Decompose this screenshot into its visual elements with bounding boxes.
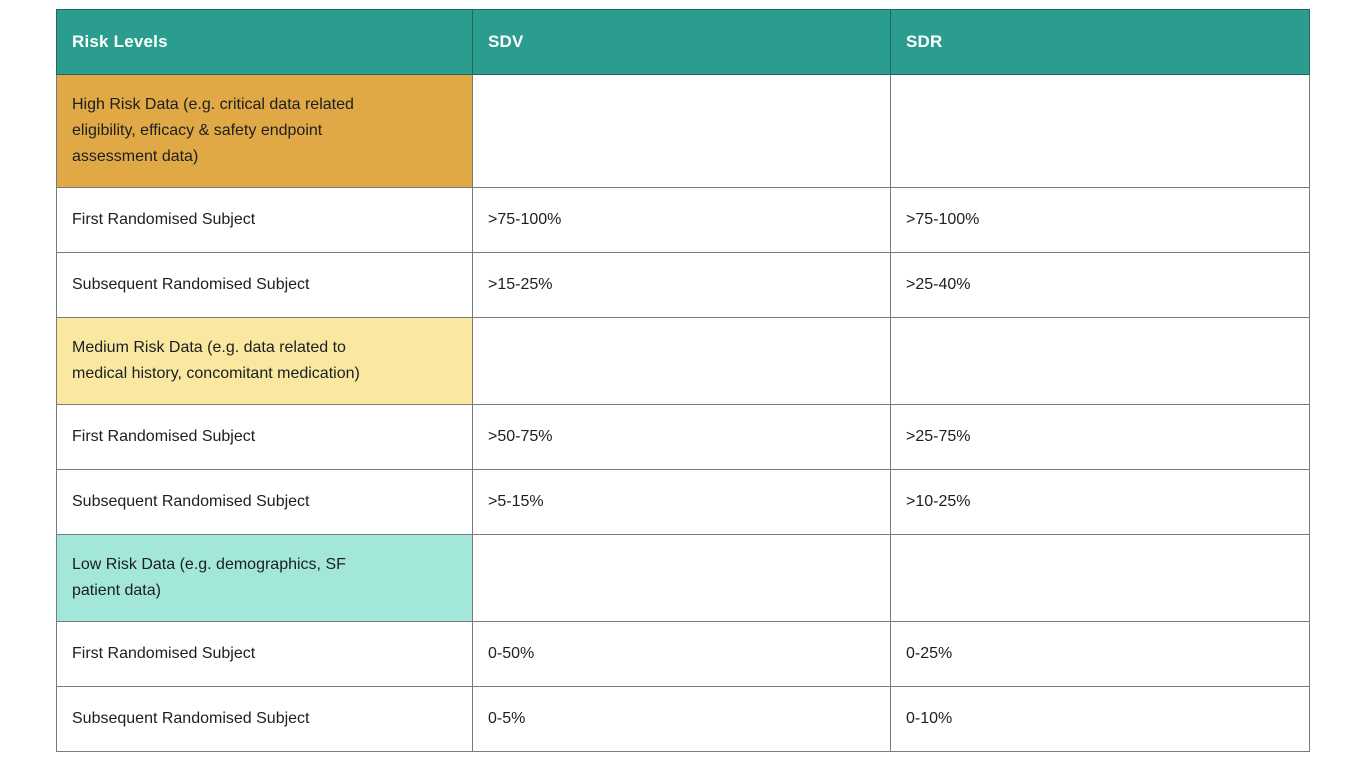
row-label-cell: Subsequent Randomised Subject: [56, 469, 473, 535]
risk-levels-table: Risk Levels SDV SDR High Risk Data (e.g. c…: [56, 9, 1310, 752]
sdv-value-cell: [472, 317, 891, 405]
cell-text: First Randomised Subject: [72, 428, 256, 445]
category-row: Medium Risk Data (e.g. data related to m…: [56, 317, 1310, 405]
sdv-value-cell: >5-15%: [472, 469, 891, 535]
sdr-value-cell: >75-100%: [890, 187, 1310, 253]
row-label-cell: Medium Risk Data (e.g. data related to m…: [56, 317, 473, 405]
cell-text: Subsequent Randomised Subject: [72, 710, 310, 727]
row-label-cell: First Randomised Subject: [56, 187, 473, 253]
table-row: Subsequent Randomised Subject >5-15% >10-2…: [56, 469, 1310, 535]
header-row: Risk Levels SDV SDR: [56, 9, 1310, 75]
sdv-value-cell: [472, 534, 891, 622]
cell-text: Subsequent Randomised Subject: [72, 493, 310, 510]
sdr-value-cell: [890, 74, 1310, 188]
sdr-value-cell: >25-75%: [890, 404, 1310, 470]
cell-text: High Risk Data (e.g. critical data relat…: [72, 96, 354, 165]
row-label-cell: High Risk Data (e.g. critical data relat…: [56, 74, 473, 188]
category-row: High Risk Data (e.g. critical data relat…: [56, 74, 1310, 188]
sdr-value-cell: >10-25%: [890, 469, 1310, 535]
table-row: Subsequent Randomised Subject >15-25% >25-…: [56, 252, 1310, 318]
table-row: First Randomised Subject >50-75% >25-75%: [56, 404, 1310, 470]
table-row: First Randomised Subject >75-100% >75-100%: [56, 187, 1310, 253]
row-label-cell: Subsequent Randomised Subject: [56, 252, 473, 318]
sdr-value-cell: 0-10%: [890, 686, 1310, 752]
sdr-value-cell: [890, 534, 1310, 622]
sdv-value-cell: [472, 74, 891, 188]
sdv-value-cell: >75-100%: [472, 187, 891, 253]
column-header-risk-levels: Risk Levels: [56, 9, 473, 75]
row-label-cell: Low Risk Data (e.g. demographics, SF pat…: [56, 534, 473, 622]
sdv-value-cell: 0-50%: [472, 621, 891, 687]
cell-text: Subsequent Randomised Subject: [72, 276, 310, 293]
cell-text: Medium Risk Data (e.g. data related to m…: [72, 339, 360, 382]
table-row: Subsequent Randomised Subject 0-5% 0-10%: [56, 686, 1310, 752]
sdr-value-cell: >25-40%: [890, 252, 1310, 318]
sdv-value-cell: 0-5%: [472, 686, 891, 752]
column-header-sdv: SDV: [472, 9, 891, 75]
sdv-value-cell: >15-25%: [472, 252, 891, 318]
row-label-cell: Subsequent Randomised Subject: [56, 686, 473, 752]
category-row: Low Risk Data (e.g. demographics, SF pat…: [56, 534, 1310, 622]
row-label-cell: First Randomised Subject: [56, 621, 473, 687]
table-body: High Risk Data (e.g. critical data relat…: [56, 74, 1310, 752]
cell-text: Low Risk Data (e.g. demographics, SF pat…: [72, 556, 346, 599]
sdr-value-cell: [890, 317, 1310, 405]
sdr-value-cell: 0-25%: [890, 621, 1310, 687]
table-row: First Randomised Subject 0-50% 0-25%: [56, 621, 1310, 687]
column-header-sdr: SDR: [890, 9, 1310, 75]
sdv-value-cell: >50-75%: [472, 404, 891, 470]
row-label-cell: First Randomised Subject: [56, 404, 473, 470]
cell-text: First Randomised Subject: [72, 645, 256, 662]
cell-text: First Randomised Subject: [72, 211, 256, 228]
